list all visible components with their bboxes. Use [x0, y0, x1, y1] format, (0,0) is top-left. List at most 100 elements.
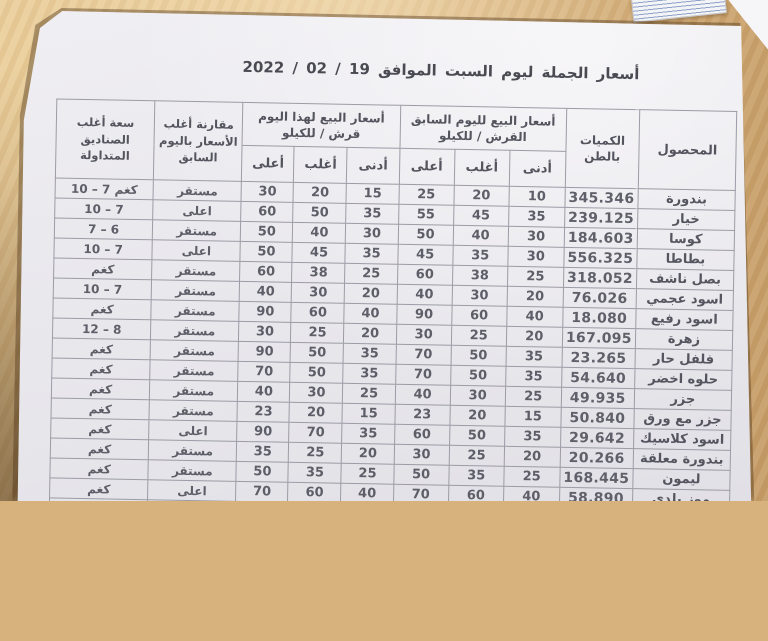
- today-high-cell: 40: [237, 381, 291, 403]
- box-capacity-cell: كغم: [50, 397, 150, 420]
- prev-low-cell: 20: [503, 446, 561, 468]
- comparison-cell: مستقر: [151, 259, 241, 282]
- prev-most-cell: 60: [448, 485, 504, 501]
- comparison-cell: مستقر: [149, 359, 239, 382]
- today-most-cell: 20: [289, 402, 343, 424]
- prev-high-cell: 30: [395, 324, 452, 346]
- prev-low-cell: 35: [505, 366, 562, 388]
- prev-most-cell: 25: [448, 445, 505, 467]
- quantity-cell: 168.445: [559, 467, 634, 489]
- quantity-cell: 58.890: [559, 487, 633, 501]
- today-most-cell: 30: [291, 282, 345, 304]
- today-high-cell: 30: [241, 181, 294, 203]
- box-capacity-cell: كغم 7 – 10: [55, 177, 154, 200]
- comparison-cell: مستقر: [148, 439, 237, 462]
- prev-most-cell: 60: [451, 305, 507, 327]
- prev-high-cell: 90: [396, 304, 452, 326]
- quantity-cell: 54.640: [561, 367, 635, 389]
- header-product: المحصول: [638, 109, 737, 191]
- prev-high-cell: 25: [398, 184, 454, 206]
- today-high-cell: 35: [236, 441, 290, 463]
- sheet-title: أسعار الجملة ليوم السبت الموافق 19 / 02 …: [242, 57, 640, 84]
- today-high-cell: 40: [239, 281, 292, 303]
- prev-low-cell: 35: [504, 426, 561, 448]
- today-low-cell: 20: [344, 283, 398, 305]
- product-cell: موز بلدي: [632, 488, 730, 501]
- quantity-cell: 167.095: [562, 327, 636, 349]
- today-low-cell: 25: [341, 463, 394, 485]
- comparison-cell: مستقر: [153, 179, 242, 202]
- prev-low-cell: 25: [504, 386, 562, 408]
- prev-high-cell: 40: [394, 384, 451, 406]
- quantity-cell: 239.125: [564, 207, 638, 229]
- prev-most-cell: 25: [451, 325, 507, 347]
- product-cell: بصل ناشف: [636, 268, 734, 291]
- today-most-cell: 50: [293, 202, 347, 224]
- empty-cell: [236, 501, 288, 514]
- prev-most-cell: 20: [453, 185, 510, 207]
- today-low-cell: 25: [342, 383, 396, 405]
- quantity-cell: 50.840: [560, 407, 635, 429]
- today-low-cell: 15: [342, 403, 395, 425]
- header-prev-low: أدنى: [509, 150, 566, 188]
- product-cell: كوسا: [637, 228, 735, 251]
- product-cell: فلفل حار: [634, 348, 733, 371]
- prev-high-cell: 55: [398, 204, 454, 226]
- header-quantity: الكميات بالطن: [565, 108, 640, 189]
- quantity-cell: 23.265: [561, 347, 636, 369]
- prev-most-cell: 38: [452, 265, 508, 287]
- box-capacity-cell: 7 – 10: [53, 277, 152, 300]
- box-capacity-cell: كغم: [51, 377, 150, 400]
- today-most-cell: 50: [290, 362, 344, 384]
- empty-cell: [632, 509, 729, 523]
- product-cell: جزر مع ورق: [633, 408, 732, 431]
- today-low-cell: 35: [342, 423, 395, 445]
- prev-low-cell: 20: [506, 326, 563, 348]
- prev-low-cell: 20: [506, 286, 564, 308]
- comparison-cell: اعلى: [148, 419, 238, 442]
- header-prev-most: أغلب: [453, 149, 510, 187]
- header-quantity-line2: بالطن: [584, 149, 621, 164]
- prev-most-cell: 45: [453, 205, 509, 227]
- comparison-cell: اعلى: [152, 239, 241, 262]
- product-cell: حلوه اخضر: [634, 368, 732, 391]
- prev-most-cell: 50: [450, 365, 506, 387]
- quantity-cell: 49.935: [561, 387, 635, 409]
- today-low-cell: 35: [346, 203, 399, 225]
- prev-high-cell: 40: [396, 284, 453, 306]
- today-high-cell: 23: [237, 401, 290, 423]
- comparison-cell: مستقر: [150, 319, 240, 342]
- comparison-cell: مستقر: [148, 459, 237, 482]
- today-high-cell: 70: [238, 361, 291, 383]
- box-capacity-cell: كغم: [50, 437, 149, 460]
- today-high-cell: 50: [240, 221, 294, 243]
- box-capacity-cell: 7 – 10: [54, 197, 154, 220]
- empty-cell: [288, 502, 341, 515]
- quantity-cell: 29.642: [560, 427, 634, 449]
- comparison-cell: مستقر: [151, 279, 240, 302]
- today-low-cell: 20: [343, 323, 397, 345]
- box-capacity-cell: كغم: [49, 477, 149, 500]
- product-cell: اسود كلاسيك: [633, 428, 731, 451]
- today-high-cell: 60: [239, 261, 293, 283]
- prev-high-cell: 60: [397, 264, 453, 286]
- comparison-cell: اعلى: [152, 199, 242, 222]
- box-capacity-cell: 8 – 12: [52, 317, 152, 340]
- quantity-cell: 20.266: [559, 447, 634, 469]
- today-low-cell: 30: [345, 223, 399, 245]
- header-prev-group: أسعار البيع لليوم السابق القرش / للكيلو: [399, 105, 567, 152]
- header-prev-high: أعلى: [398, 148, 455, 186]
- partial-row: [49, 497, 729, 523]
- product-cell: اسود عجمي: [635, 288, 734, 311]
- today-most-cell: 35: [288, 462, 342, 484]
- prev-most-cell: 40: [452, 225, 509, 247]
- header-today-line1: أسعار البيع لهذا اليوم: [258, 109, 385, 126]
- prev-high-cell: 50: [393, 464, 449, 486]
- header-today-high: أعلى: [241, 145, 295, 183]
- empty-cell: [341, 503, 393, 516]
- box-capacity-cell: 6 – 7: [54, 217, 153, 240]
- product-cell: زهرة: [635, 328, 733, 351]
- today-high-cell: 90: [239, 301, 292, 323]
- quantity-cell: 556.325: [563, 247, 638, 269]
- product-cell: بندورة معلقة: [633, 448, 731, 471]
